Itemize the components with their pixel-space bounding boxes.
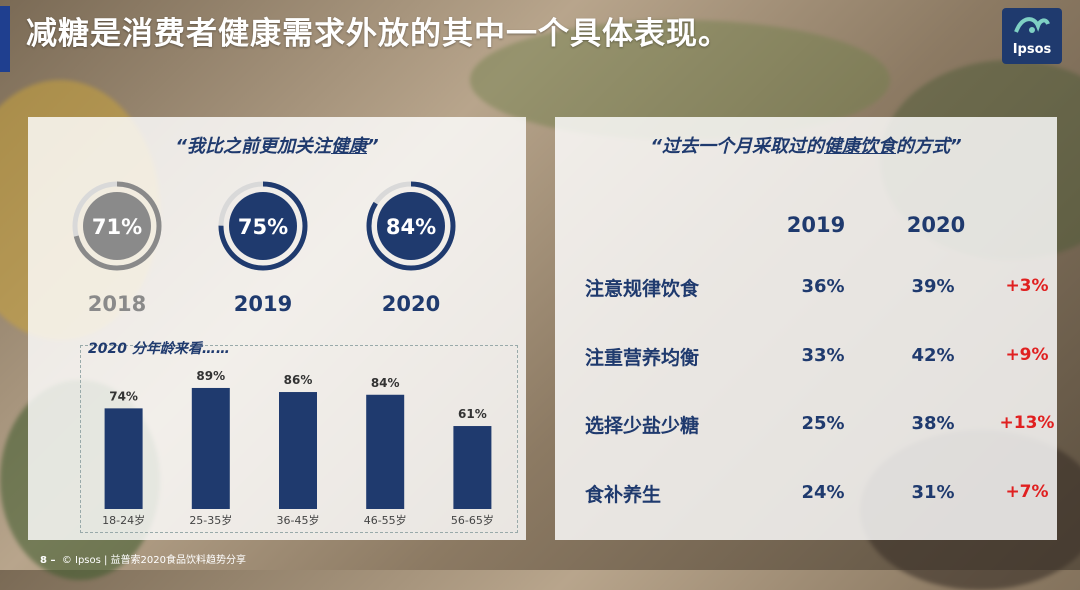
page-number: 8 – — [40, 555, 56, 566]
left-panel: “我比之前更加关注健康” 71% 2018 75% 2019 84% 2020 … — [28, 117, 526, 540]
ring-2020-percent: 84% — [386, 215, 436, 239]
delta: +3% — [1005, 276, 1049, 296]
quote-prefix: “我比之前更加关注 — [175, 136, 331, 157]
category-label: 18-24岁 — [102, 513, 145, 527]
ring-2019: 75% — [218, 181, 308, 271]
column-header-2019: 2019 — [786, 213, 846, 237]
category-label: 36-45岁 — [277, 513, 320, 527]
title-accent — [0, 6, 10, 72]
bar-46-55岁 — [366, 394, 405, 509]
quote-suffix: 的方式” — [896, 136, 962, 157]
cell-2019: 36% — [801, 276, 845, 297]
right-quote: “过去一个月采取过的健康饮食的方式” — [555, 132, 1057, 158]
title-bar: 减糖是消费者健康需求外放的其中一个具体表现。 Ipsos — [0, 0, 1080, 76]
page-title: 减糖是消费者健康需求外放的其中一个具体表现。 — [26, 16, 730, 52]
quote-suffix: ” — [367, 136, 379, 157]
delta: +7% — [1005, 482, 1049, 502]
ring-2019-progress — [218, 181, 308, 271]
ring-2020-fill — [377, 192, 445, 260]
bar-value-label: 61% — [458, 407, 487, 421]
logo-swoosh-icon — [1014, 17, 1050, 33]
bar-25-35岁 — [191, 387, 230, 509]
bar-value-label: 89% — [196, 369, 225, 383]
cell-2019: 33% — [801, 345, 845, 366]
year-label-2020: 2020 — [381, 292, 441, 316]
ring-2019-percent: 75% — [238, 215, 288, 239]
column-header-2020: 2020 — [906, 213, 966, 237]
year-label-2019: 2019 — [233, 292, 293, 316]
bar-value-label: 84% — [371, 376, 400, 390]
ring-2018-fill — [83, 192, 151, 260]
cell-2019: 25% — [801, 413, 845, 434]
category-label: 56-65岁 — [451, 513, 494, 527]
ring-2018-progress — [72, 181, 162, 271]
age-chart-frame — [80, 345, 518, 533]
quote-prefix: “过去一个月采取过的 — [650, 136, 824, 157]
bar-value-label: 86% — [284, 373, 313, 387]
left-quote: “我比之前更加关注健康” — [28, 132, 526, 158]
right-panel: “过去一个月采取过的健康饮食的方式” 2019 2020 注意规律饮食 36% … — [555, 117, 1057, 540]
category-label: 25-35岁 — [189, 513, 232, 527]
ring-2018: 71% — [72, 181, 162, 271]
row-label: 选择少盐少糖 — [585, 415, 700, 437]
ring-2019-fill — [229, 192, 297, 260]
age-bar-chart: 74% 18-24岁 89% 25-35岁 86% 36-45岁 84% 46-55岁 61% 5… — [102, 369, 494, 527]
category-label: 46-55岁 — [364, 513, 407, 527]
bar-36-45岁 — [279, 392, 317, 509]
cell-2019: 24% — [801, 482, 845, 503]
delta: +9% — [1005, 345, 1049, 365]
bar-18-24岁 — [104, 408, 143, 509]
row-label: 食补养生 — [585, 484, 662, 506]
cell-2020: 42% — [911, 345, 955, 366]
logo-text: Ipsos — [1012, 42, 1052, 57]
footer: 8 – © Ipsos | 益普索2020食品饮料趋势分享 — [40, 551, 246, 566]
ring-2020-progress — [366, 181, 456, 271]
cell-2020: 38% — [911, 413, 955, 434]
footer-text: © Ipsos | 益普索2020食品饮料趋势分享 — [61, 555, 247, 566]
delta: +13% — [999, 413, 1055, 433]
age-chart-title: 2020 分年龄来看…… — [88, 341, 230, 357]
cell-2020: 39% — [911, 276, 955, 297]
row-label: 注重营养均衡 — [585, 347, 700, 369]
quote-emphasis: 健康饮食 — [824, 136, 896, 157]
quote-emphasis: 健康 — [331, 136, 367, 157]
year-label-2018: 2018 — [87, 292, 147, 316]
ipsos-logo: Ipsos — [1002, 8, 1062, 64]
row-label: 注意规律饮食 — [585, 278, 700, 300]
bar-56-65岁 — [453, 426, 492, 509]
cell-2020: 31% — [911, 482, 955, 503]
bar-value-label: 74% — [109, 389, 138, 403]
ring-2018-percent: 71% — [92, 215, 142, 239]
ring-2020: 84% — [366, 181, 456, 271]
